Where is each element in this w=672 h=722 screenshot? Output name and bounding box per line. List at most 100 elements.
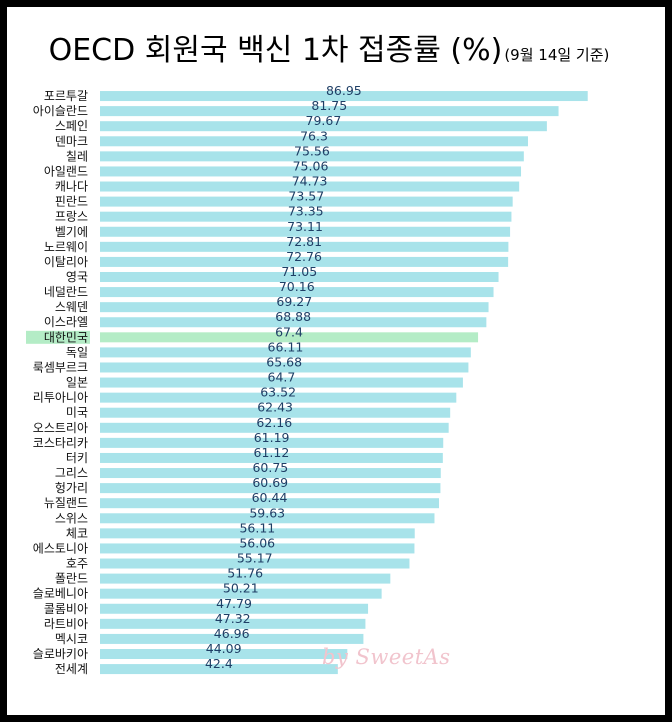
value-label: 47.32 xyxy=(215,611,251,626)
category-label: 에스토니아 xyxy=(33,541,88,555)
bar xyxy=(100,588,382,599)
value-label: 74.73 xyxy=(292,174,328,189)
bar xyxy=(100,377,463,388)
value-label: 69.27 xyxy=(276,294,312,309)
value-label: 51.76 xyxy=(227,566,263,581)
title-block: OECD 회원국 백신 1차 접종률 (%) (9월 14일 기준) xyxy=(0,25,658,69)
bar xyxy=(100,468,441,479)
bar xyxy=(100,422,449,433)
value-label: 68.88 xyxy=(275,309,311,324)
bar xyxy=(100,166,522,177)
bar xyxy=(100,603,369,614)
category-label: 이탈리아 xyxy=(44,255,88,269)
value-label: 44.09 xyxy=(206,641,242,656)
category-label: 뉴질랜드 xyxy=(44,496,88,510)
value-label: 79.67 xyxy=(306,113,342,128)
value-label: 73.57 xyxy=(288,189,324,204)
category-label: 스웨덴 xyxy=(55,300,88,314)
bar xyxy=(100,211,512,222)
value-label: 73.35 xyxy=(288,204,324,219)
category-label: 폴란드 xyxy=(55,572,88,586)
bar xyxy=(100,543,415,554)
category-label: 오스트리아 xyxy=(33,421,88,435)
bar xyxy=(100,392,457,403)
bar xyxy=(100,317,487,328)
category-label: 콜롬비아 xyxy=(44,602,88,616)
value-label: 71.05 xyxy=(281,264,317,279)
value-label: 65.68 xyxy=(266,354,302,369)
value-label: 60.44 xyxy=(252,490,288,505)
value-label: 50.21 xyxy=(223,581,259,596)
bar xyxy=(100,437,444,448)
bar-highlighted xyxy=(100,332,479,343)
category-label: 코스타리카 xyxy=(33,436,88,450)
value-label: 46.96 xyxy=(214,626,250,641)
category-label: 노르웨이 xyxy=(44,240,88,254)
value-label: 55.17 xyxy=(237,551,273,566)
bar xyxy=(100,558,410,569)
category-label: 스페인 xyxy=(55,119,88,133)
value-label: 86.95 xyxy=(326,83,362,98)
value-label: 47.79 xyxy=(216,596,252,611)
bar xyxy=(100,362,469,373)
value-label: 75.06 xyxy=(293,158,329,173)
category-label: 일본 xyxy=(66,376,88,390)
category-label: 핀란드 xyxy=(55,195,88,209)
category-label: 대한민국 xyxy=(44,330,88,344)
category-label: 호주 xyxy=(66,557,88,571)
category-label: 전세계 xyxy=(55,662,88,676)
bar xyxy=(100,664,338,675)
bar xyxy=(100,452,443,463)
category-label: 룩셈부르크 xyxy=(33,360,88,374)
category-label: 체코 xyxy=(66,526,88,540)
category-label: 벨기에 xyxy=(55,225,88,239)
value-label: 60.75 xyxy=(252,460,288,475)
bar xyxy=(100,302,489,313)
value-label: 66.11 xyxy=(268,339,304,354)
bar xyxy=(100,513,435,524)
value-label: 42.4 xyxy=(205,656,233,671)
bar xyxy=(100,272,499,282)
bar xyxy=(100,181,520,192)
category-label: 이스라엘 xyxy=(44,315,88,329)
bar xyxy=(100,226,511,237)
value-label: 70.16 xyxy=(279,279,315,294)
category-label: 그리스 xyxy=(55,466,88,480)
category-label: 영국 xyxy=(66,270,88,284)
bar xyxy=(100,528,415,539)
category-label: 아일랜드 xyxy=(44,164,88,178)
bar xyxy=(100,347,471,358)
category-label: 네덜란드 xyxy=(44,285,88,299)
highlight-label-background xyxy=(26,330,90,344)
value-label: 62.43 xyxy=(257,400,293,415)
bar xyxy=(100,241,509,252)
bar xyxy=(100,498,440,509)
category-label: 덴마크 xyxy=(55,134,88,148)
category-label: 칠레 xyxy=(66,149,88,163)
category-label: 캐나다 xyxy=(55,180,88,194)
value-label: 64.7 xyxy=(268,370,296,385)
category-label: 포르투갈 xyxy=(44,89,88,103)
category-label: 아이슬란드 xyxy=(33,104,88,118)
bar xyxy=(100,256,509,267)
watermark: by SweetAs xyxy=(322,645,451,669)
value-label: 72.81 xyxy=(286,234,322,249)
value-label: 73.11 xyxy=(287,219,323,234)
category-label: 슬로바키아 xyxy=(33,647,88,661)
value-label: 75.56 xyxy=(294,143,330,158)
bar xyxy=(100,196,513,207)
value-label: 62.16 xyxy=(256,415,292,430)
bar xyxy=(100,91,588,102)
bar xyxy=(100,121,547,132)
value-label: 59.63 xyxy=(249,505,285,520)
bar xyxy=(100,407,451,418)
value-label: 81.75 xyxy=(311,98,347,113)
bar xyxy=(100,136,528,147)
category-label: 멕시코 xyxy=(55,632,88,646)
chart-title: OECD 회원국 백신 1차 접종률 (%) xyxy=(48,33,503,68)
bar xyxy=(100,287,494,298)
value-label: 56.11 xyxy=(239,520,275,535)
bar xyxy=(100,573,391,584)
bar xyxy=(100,633,364,644)
